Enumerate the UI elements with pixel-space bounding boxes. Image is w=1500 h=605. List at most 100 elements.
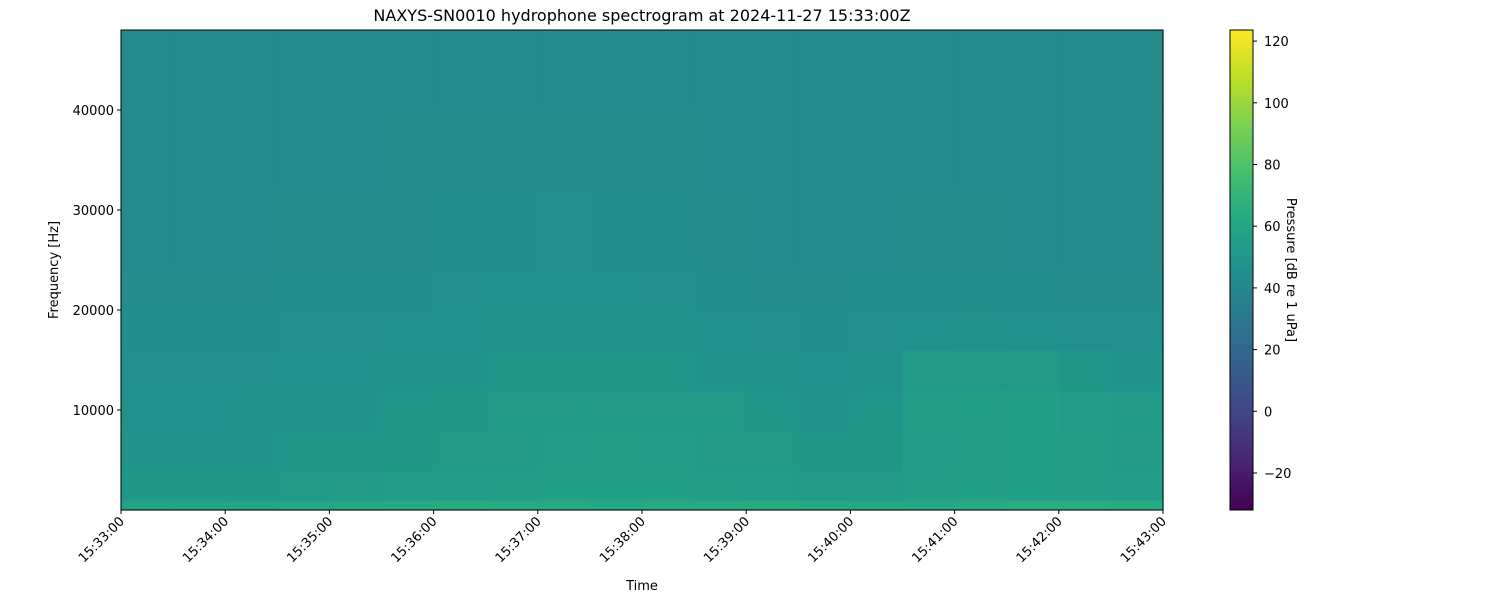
heatmap-cell [642, 30, 695, 111]
heatmap-cell [381, 350, 435, 391]
heatmap-cell [121, 310, 174, 351]
heatmap-cell [798, 430, 851, 471]
heatmap-cell [173, 470, 226, 501]
x-tick-label: 15:43:00 [1118, 514, 1170, 566]
heatmap-cell [277, 470, 330, 501]
heatmap-cell [746, 430, 799, 471]
heatmap-cell [537, 310, 591, 351]
heatmap-cell [485, 500, 539, 511]
heatmap-cell [850, 110, 904, 191]
heatmap-cell [642, 350, 695, 391]
heatmap-cell [1058, 190, 1112, 271]
heatmap-cell [1006, 270, 1060, 311]
heatmap-cell [173, 310, 226, 351]
heatmap-cell [746, 310, 799, 351]
heatmap-cell [589, 310, 643, 351]
heatmap-cell [694, 470, 747, 501]
heatmap-cell [329, 110, 383, 191]
colorbar-tick-label: 0 [1264, 405, 1272, 420]
heatmap-cell [277, 430, 330, 471]
heatmap-cell [1006, 470, 1060, 501]
heatmap-cell [850, 310, 904, 351]
heatmap-cell [1110, 110, 1164, 191]
heatmap-cell [902, 190, 956, 271]
heatmap-cell [798, 390, 851, 431]
heatmap-cell [1058, 430, 1112, 471]
heatmap-cell [954, 500, 1008, 511]
heatmap-cell [954, 270, 1008, 311]
heatmap-cell [225, 110, 278, 191]
heatmap-cell [485, 110, 539, 191]
heatmap-cell [954, 310, 1008, 351]
colorbar-tick-label: 120 [1264, 35, 1289, 50]
heatmap-cell [694, 390, 747, 431]
heatmap-cell [121, 390, 174, 431]
heatmap-cell [798, 270, 851, 311]
heatmap-cell [642, 270, 695, 311]
heatmap-cell [589, 390, 643, 431]
heatmap-cell [1058, 30, 1112, 111]
heatmap-cell [329, 190, 383, 271]
heatmap-cell [1110, 430, 1164, 471]
heatmap-cell [694, 430, 747, 471]
y-axis: 10000 20000 30000 40000 [73, 104, 121, 419]
x-tick-label: 15:40:00 [805, 514, 857, 566]
x-axis: 15:33:00 15:34:00 15:35:00 15:36:00 15:37:00… [76, 510, 1170, 566]
heatmap-cell [850, 500, 904, 511]
heatmap-cell [1006, 430, 1060, 471]
heatmap-cell [329, 350, 383, 391]
heatmap-cell [902, 470, 956, 501]
heatmap-cell [121, 470, 174, 501]
heatmap-cell [850, 30, 904, 111]
heatmap-cell [746, 110, 799, 191]
heatmap-cell [954, 470, 1008, 501]
heatmap-cell [277, 270, 330, 311]
heatmap-cell [225, 470, 278, 501]
heatmap-cell [329, 310, 383, 351]
heatmap-cell [902, 390, 956, 431]
x-tick-label: 15:41:00 [910, 514, 962, 566]
heatmap-cell [1006, 390, 1060, 431]
heatmap-cell [225, 390, 278, 431]
x-tick-label: 15:39:00 [701, 514, 753, 566]
heatmap-cell [694, 110, 747, 191]
heatmap-cell [1058, 270, 1112, 311]
heatmap-cell [485, 390, 539, 431]
heatmap-cell [225, 30, 278, 111]
heatmap-cell [954, 390, 1008, 431]
heatmap-cell [1058, 310, 1112, 351]
heatmap-cell [902, 110, 956, 191]
heatmap-cell [954, 110, 1008, 191]
heatmap-cell [746, 270, 799, 311]
heatmap-cell [589, 30, 643, 111]
heatmap-cell [537, 430, 591, 471]
heatmap-cell [277, 190, 330, 271]
x-tick-label: 15:42:00 [1014, 514, 1066, 566]
heatmap-cell [277, 500, 330, 511]
heatmap-cell [850, 350, 904, 391]
heatmap-cell [1058, 470, 1112, 501]
heatmap-cell [746, 500, 799, 511]
colorbar-tick-label: 60 [1264, 220, 1281, 235]
heatmap-cell [537, 30, 591, 111]
heatmap-cell [277, 390, 330, 431]
heatmap-cell [329, 270, 383, 311]
heatmap-cell [954, 350, 1008, 391]
heatmap-cell [954, 430, 1008, 471]
heatmap-cell [433, 190, 487, 271]
heatmap-cell [173, 190, 226, 271]
heatmap-cell [642, 470, 695, 501]
heatmap-cell [329, 390, 383, 431]
heatmap-cell [173, 270, 226, 311]
y-tick-label: 40000 [73, 104, 114, 119]
y-tick-label: 30000 [73, 204, 114, 219]
heatmap-cell [954, 190, 1008, 271]
heatmap-cell [642, 430, 695, 471]
heatmap-cell [798, 110, 851, 191]
heatmap-cell [225, 430, 278, 471]
heatmap-cell [381, 390, 435, 431]
heatmap-cell [537, 350, 591, 391]
heatmap-cell [1058, 110, 1112, 191]
heatmap-cell [121, 270, 174, 311]
heatmap-cell [1110, 190, 1164, 271]
